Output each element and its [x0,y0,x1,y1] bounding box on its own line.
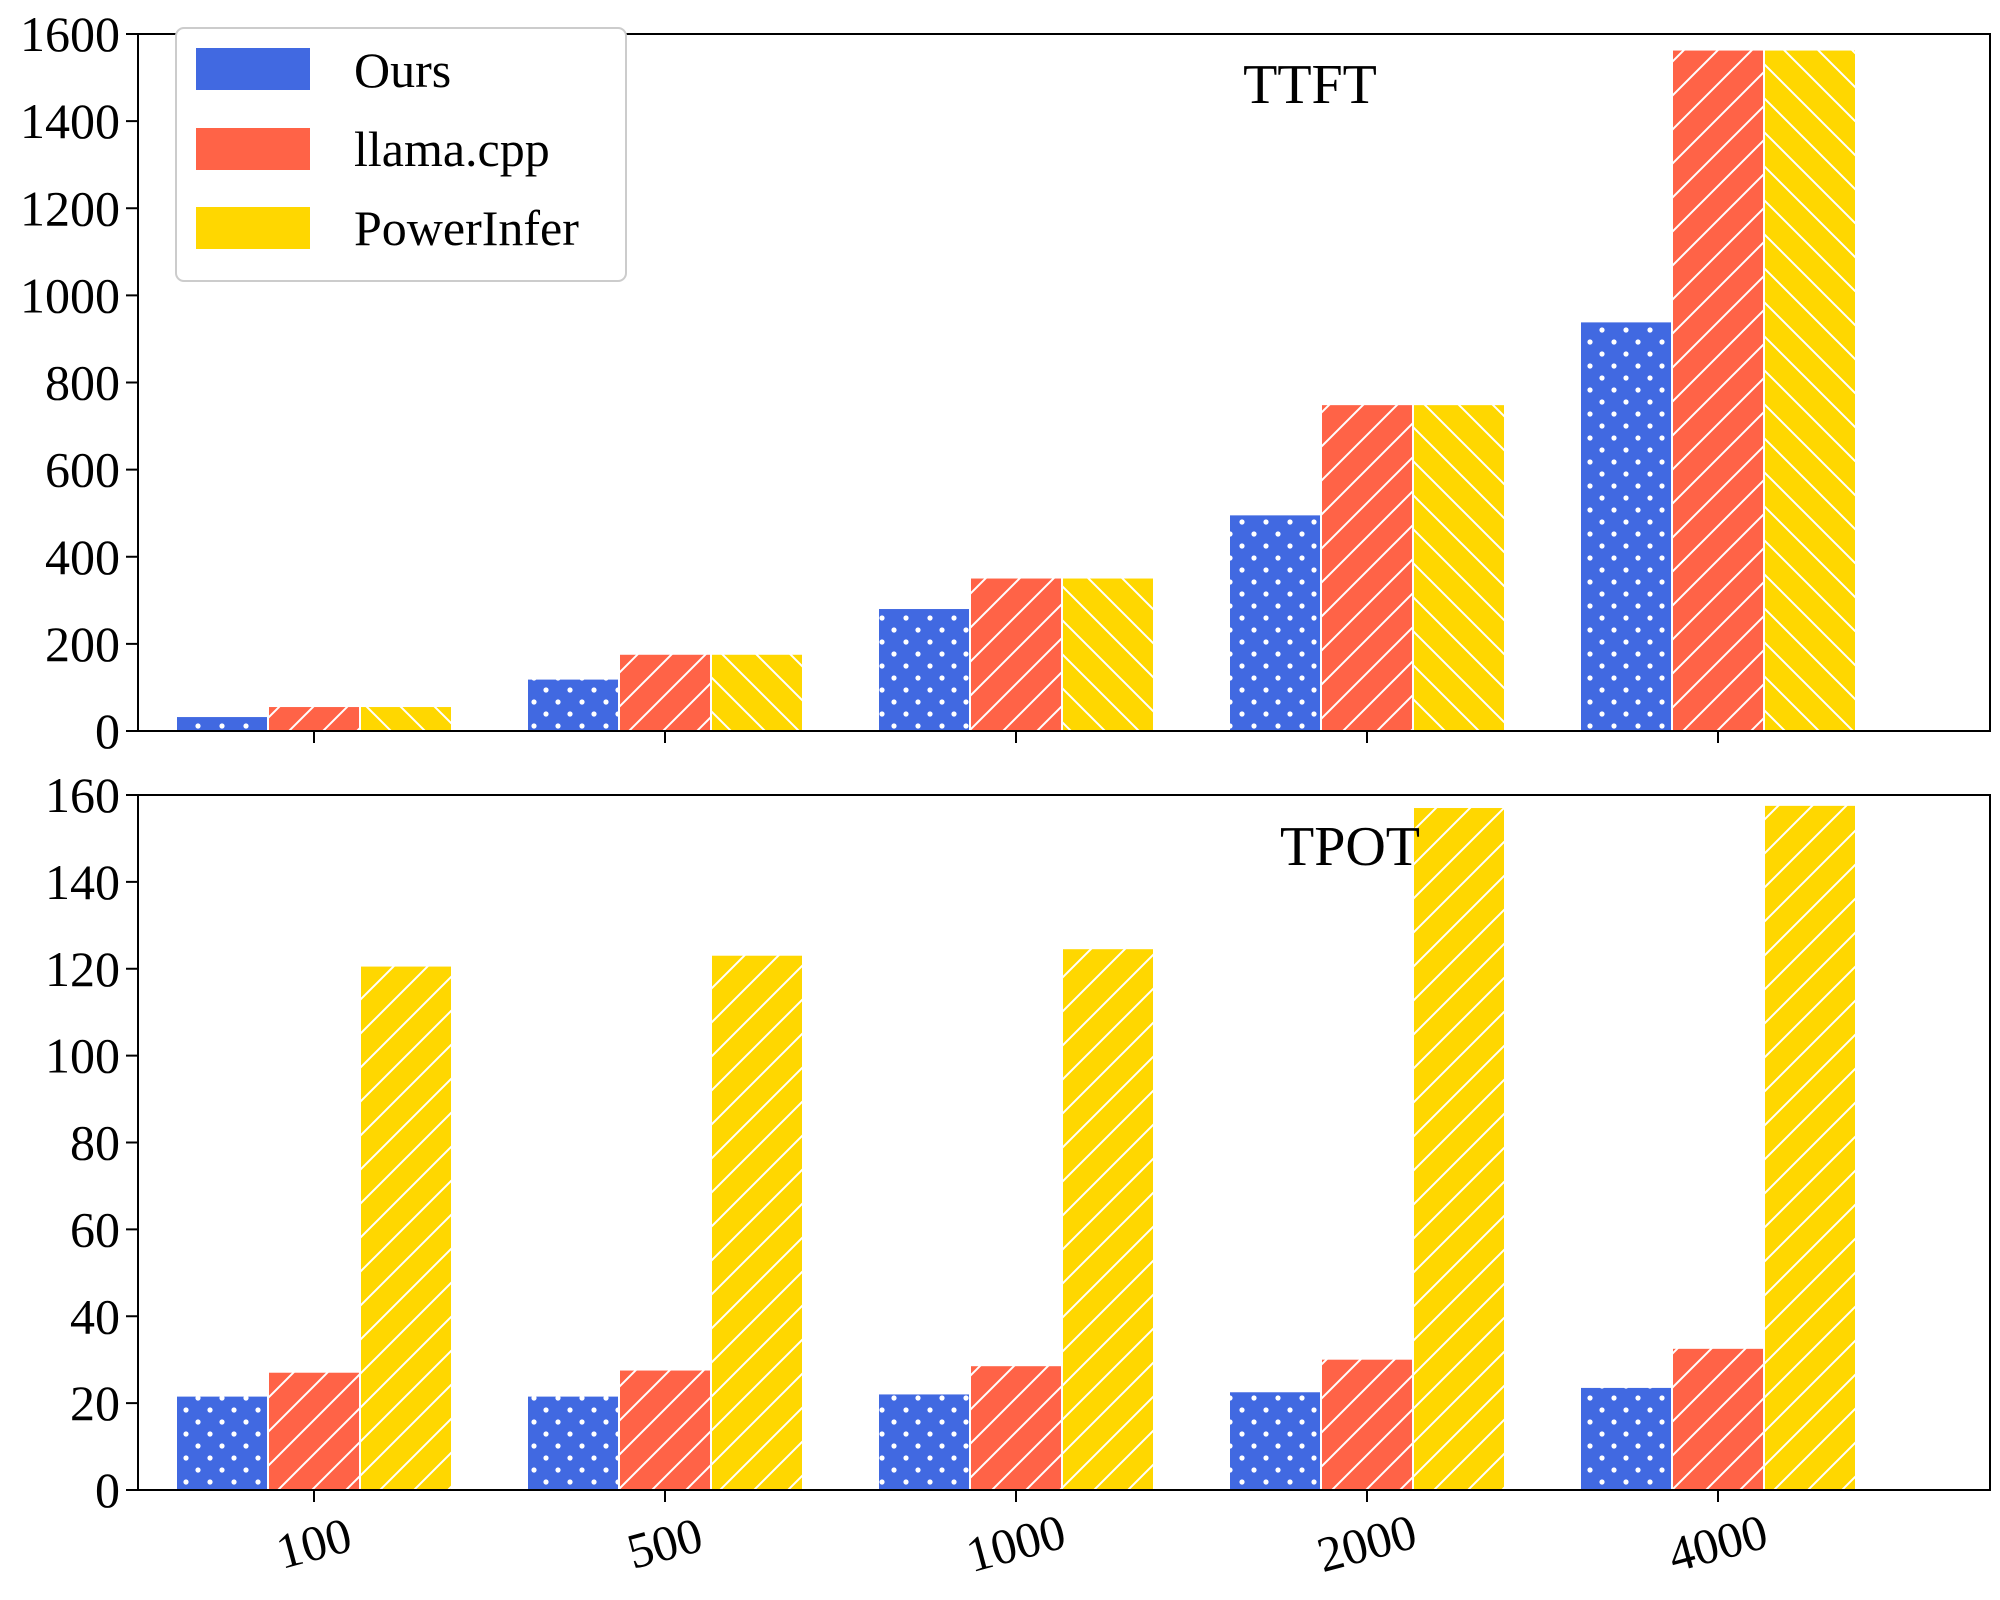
ttft-bar-ours-4000 [1581,322,1671,731]
tpot-panel-title: TPOT [1280,816,1420,878]
tpot-y-tick-label-60: 60 [70,1201,120,1257]
ttft-bar-llama-cpp-2000 [1322,405,1412,731]
tpot-x-tick-label-1000: 1000 [960,1503,1071,1583]
tpot-bar-llama-cpp-500 [620,1370,710,1490]
ttft-bars [177,50,1855,731]
tpot-x-tick-label-2000: 2000 [1311,1503,1422,1583]
tpot-y-tick-label-160: 160 [45,767,120,823]
legend-swatch-powerinfer [196,207,310,249]
ttft-bar-llama-cpp-100 [269,707,359,731]
tpot-bar-powerinfer-4000 [1765,805,1855,1490]
tpot-bar-ours-1000 [879,1394,969,1490]
legend-label-llama-cpp: llama.cpp [354,121,550,177]
ttft-y-tick-label-1400: 1400 [20,93,120,149]
ttft-bar-powerinfer-100 [361,707,451,731]
ttft-panel-title: TTFT [1243,54,1377,116]
ttft-y-tick-label-0: 0 [95,703,120,759]
tpot-x-tick-label-500: 500 [621,1506,708,1580]
legend-swatch-llama-cpp [196,128,310,170]
legend-swatch-ours [196,48,310,90]
tpot-y-tick-label-120: 120 [45,941,120,997]
ttft-x-axis [313,731,1719,743]
tpot-x-tick-label-4000: 4000 [1662,1503,1773,1583]
tpot-bar-ours-4000 [1581,1387,1671,1490]
tpot-y-tick-label-100: 100 [45,1028,120,1084]
tpot-panel: 0 20 40 60 80 100 120 140 160 100 500 1000 2000 4000… [45,767,1991,1583]
tpot-bar-llama-cpp-2000 [1322,1359,1412,1490]
ttft-bar-ours-2000 [1230,515,1320,731]
legend-label-ours: Ours [354,42,451,98]
ttft-y-tick-label-800: 800 [45,355,120,411]
tpot-x-tick-label-100: 100 [270,1506,357,1580]
tpot-bar-powerinfer-100 [361,966,451,1490]
ttft-bar-ours-100 [177,717,267,731]
tpot-y-axis: 0 20 40 60 80 100 120 140 160 [45,767,138,1518]
tpot-bar-ours-500 [528,1396,618,1490]
tpot-bar-powerinfer-500 [712,955,802,1490]
tpot-y-tick-label-80: 80 [70,1115,120,1171]
ttft-bar-powerinfer-4000 [1765,50,1855,731]
ttft-y-tick-label-600: 600 [45,442,120,498]
ttft-y-tick-label-200: 200 [45,616,120,672]
tpot-bar-ours-100 [177,1396,267,1490]
tpot-bars [177,805,1855,1490]
tpot-y-tick-label-40: 40 [70,1288,120,1344]
ttft-y-tick-label-1000: 1000 [20,267,120,323]
ttft-bar-powerinfer-500 [712,654,802,731]
ttft-y-tick-label-1600: 1600 [20,6,120,62]
ttft-bar-powerinfer-2000 [1414,405,1504,731]
ttft-panel: 0 200 400 600 800 1000 1200 1400 1600 TTFT Ours … [20,6,1991,759]
tpot-y-tick-label-140: 140 [45,854,120,910]
ttft-bar-ours-1000 [879,609,969,731]
tpot-bar-powerinfer-1000 [1063,949,1153,1490]
ttft-bar-llama-cpp-4000 [1673,50,1763,731]
ttft-bar-llama-cpp-1000 [971,578,1061,731]
ttft-bar-llama-cpp-500 [620,654,710,731]
tpot-bar-powerinfer-2000 [1414,808,1504,1490]
legend-label-powerinfer: PowerInfer [354,200,579,256]
tpot-bar-llama-cpp-100 [269,1372,359,1490]
tpot-y-tick-label-20: 20 [70,1375,120,1431]
legend: Ours llama.cpp PowerInfer [175,27,627,282]
ttft-y-tick-label-1200: 1200 [20,180,120,236]
tpot-bar-llama-cpp-4000 [1673,1348,1763,1490]
ttft-y-tick-label-400: 400 [45,529,120,585]
ttft-y-axis: 0 200 400 600 800 1000 1200 1400 1600 [20,6,138,759]
ttft-bar-ours-500 [528,679,618,731]
tpot-bar-ours-2000 [1230,1392,1320,1490]
tpot-bar-llama-cpp-1000 [971,1366,1061,1490]
tpot-x-axis: 100 500 1000 2000 4000 [270,1490,1773,1583]
ttft-bar-powerinfer-1000 [1063,578,1153,731]
tpot-y-tick-label-0: 0 [95,1462,120,1518]
